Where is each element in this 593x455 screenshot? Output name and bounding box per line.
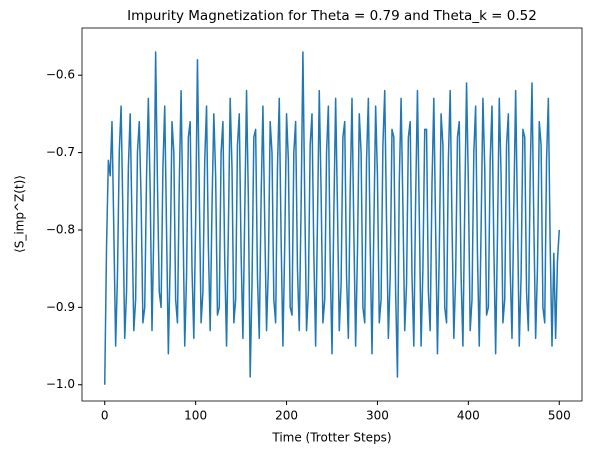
y-tick-label: −0.7 (46, 145, 75, 159)
x-tick-label: 200 (275, 409, 298, 423)
y-axis-label: ⟨S_imp^Z(t)⟩ (13, 175, 27, 253)
y-tick-label: −0.8 (46, 222, 75, 236)
data-line (103, 51, 561, 385)
y-tick-label: −0.6 (46, 68, 75, 82)
x-tick-label: 400 (457, 409, 480, 423)
x-tick-label: 0 (101, 409, 109, 423)
x-tick-label: 100 (184, 409, 207, 423)
y-tick-label: −1.0 (46, 377, 75, 391)
y-tick-label: −0.9 (46, 300, 75, 314)
x-tick-label: 500 (548, 409, 571, 423)
x-tick-label: 300 (366, 409, 389, 423)
plot-frame (81, 27, 583, 402)
chart-title: Impurity Magnetization for Theta = 0.79 … (127, 8, 537, 24)
x-axis-label: Time (Trotter Steps) (271, 431, 391, 445)
